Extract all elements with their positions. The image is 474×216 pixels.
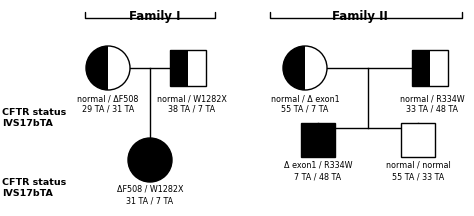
Text: IVS17bTA: IVS17bTA [2, 189, 53, 198]
Text: CFTR status: CFTR status [2, 178, 66, 187]
Text: 33 TA / 48 TA: 33 TA / 48 TA [406, 105, 458, 114]
Text: normal / ΔF508: normal / ΔF508 [77, 94, 139, 103]
Text: IVS17bTA: IVS17bTA [2, 119, 53, 128]
Text: CFTR status: CFTR status [2, 108, 66, 117]
Wedge shape [86, 46, 108, 90]
Text: ΔF508 / W1282X: ΔF508 / W1282X [117, 185, 183, 194]
Text: 7 TA / 48 TA: 7 TA / 48 TA [294, 172, 342, 181]
Bar [401, 123, 435, 157]
Text: 55 TA / 33 TA: 55 TA / 33 TA [392, 172, 444, 181]
Circle shape [128, 138, 172, 182]
Text: normal / R334W: normal / R334W [400, 94, 465, 103]
Text: Family II: Family II [332, 10, 388, 23]
Bar [301, 123, 335, 157]
Text: normal / Δ exon1: normal / Δ exon1 [271, 94, 339, 103]
Circle shape [86, 46, 130, 90]
Text: Δ exon1 / R334W: Δ exon1 / R334W [284, 161, 352, 170]
Text: 31 TA / 7 TA: 31 TA / 7 TA [127, 196, 173, 205]
Text: 29 TA / 31 TA: 29 TA / 31 TA [82, 105, 134, 114]
Bar [170, 50, 188, 86]
Bar [412, 50, 448, 86]
Text: normal / normal: normal / normal [386, 161, 450, 170]
Wedge shape [283, 46, 305, 90]
Text: normal / W1282X: normal / W1282X [157, 94, 227, 103]
Text: 55 TA / 7 TA: 55 TA / 7 TA [281, 105, 328, 114]
Text: Family I: Family I [129, 10, 181, 23]
Text: 38 TA / 7 TA: 38 TA / 7 TA [168, 105, 216, 114]
Bar [170, 50, 206, 86]
Circle shape [283, 46, 327, 90]
Bar [412, 50, 430, 86]
